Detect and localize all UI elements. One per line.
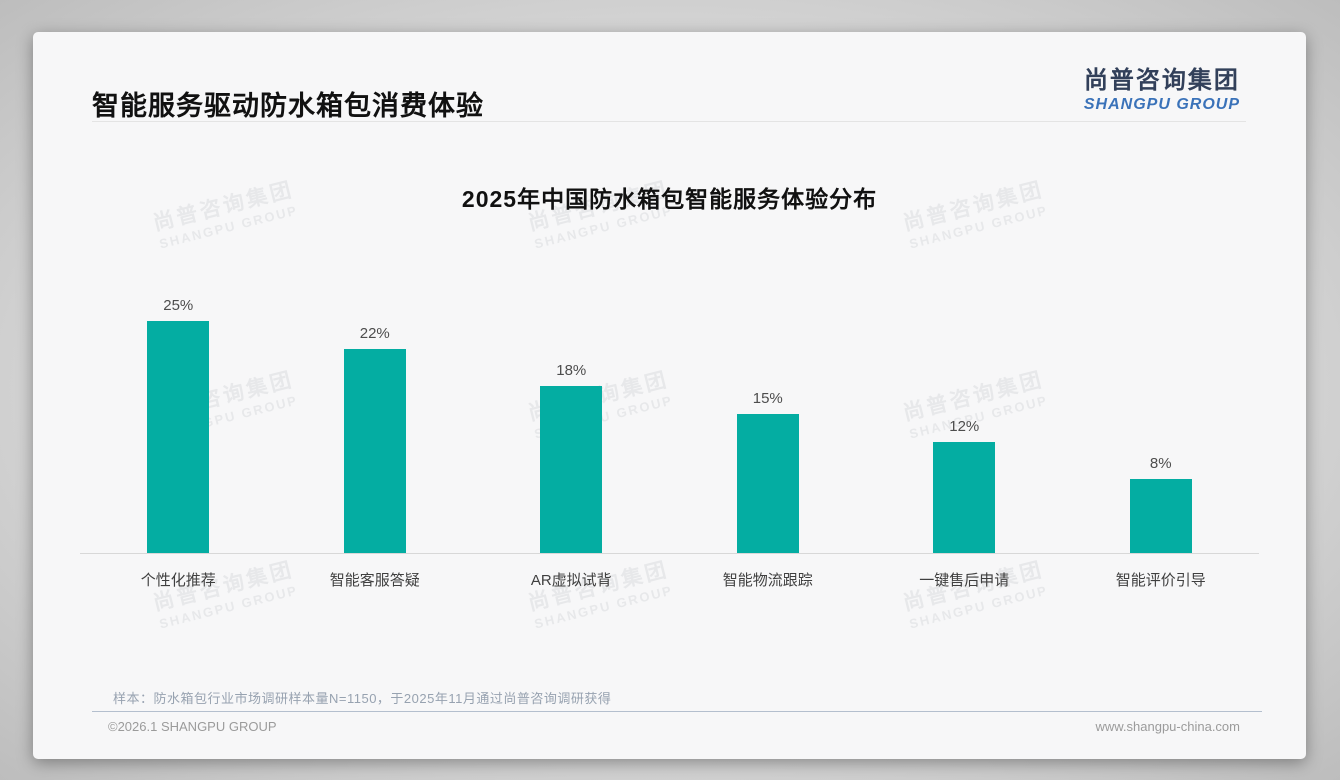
bar-cell: 8% [1063, 282, 1260, 553]
bar-value-label: 22% [359, 325, 390, 342]
bar-chart: 25% 22% 18% 15% 12% 8% 个性化推荐 智能客服答疑 AR虚拟试背 智能物流跟… [80, 282, 1259, 590]
categories-row: 个性化推荐 智能客服答疑 AR虚拟试背 智能物流跟踪 一键售后申请 智能评价引导 [80, 569, 1259, 590]
bar-value-label: 25% [163, 297, 194, 314]
bar-value-label: 18% [556, 362, 587, 379]
copyright-text: ©2026.1 SHANGPU GROUP [108, 719, 277, 734]
bar [147, 321, 210, 553]
bar [1129, 479, 1192, 553]
bar-cell: 12% [866, 282, 1063, 553]
bar [736, 414, 799, 553]
bar-value-label: 12% [949, 418, 980, 435]
page-title: 智能服务驱动防水箱包消费体验 [92, 91, 484, 121]
sample-footnote: 样本：防水箱包行业市场调研样本量N=1150，于2025年11月通过尚普咨询调研… [113, 691, 612, 706]
bar-cell: 25% [80, 282, 277, 553]
footer-divider [92, 711, 1262, 712]
x-axis-category-label: 个性化推荐 [140, 572, 216, 589]
company-logo: 尚普咨询集团 SHANGPU GROUP [1084, 60, 1240, 114]
x-axis-category-label: 一键售后申请 [919, 572, 1010, 589]
bar [933, 442, 996, 553]
x-axis-category-label: 智能客服答疑 [329, 572, 420, 589]
bar-value-label: 8% [1149, 455, 1172, 472]
website-url: www.shangpu-china.com [1095, 719, 1240, 734]
bars-row: 25% 22% 18% 15% 12% 8% [80, 282, 1259, 554]
chart-title: 2025年中国防水箱包智能服务体验分布 [461, 186, 878, 212]
bar [343, 349, 406, 553]
bar [540, 386, 603, 553]
slide-card: 尚普咨询集团 SHANGPU GROUP 尚普咨询集团 SHANGPU GROUP 尚普… [33, 32, 1306, 759]
logo-cn-text: 尚普咨询集团 [1083, 67, 1240, 94]
logo-en-text: SHANGPU GROUP [1083, 96, 1240, 113]
x-axis-category-label: 智能物流跟踪 [722, 572, 813, 589]
x-axis-category-label: AR虚拟试背 [530, 572, 612, 589]
bar-cell: 18% [473, 282, 670, 553]
bar-cell: 22% [277, 282, 474, 553]
x-axis-category-label: 智能评价引导 [1115, 572, 1206, 589]
bar-value-label: 15% [752, 390, 783, 407]
header-divider [92, 121, 1246, 122]
bar-cell: 15% [670, 282, 867, 553]
